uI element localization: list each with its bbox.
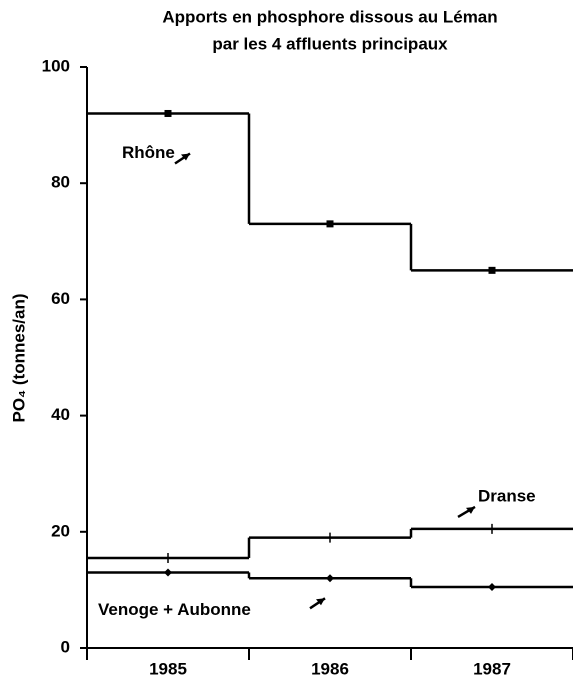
annotation-arrowhead [466, 506, 475, 514]
series-label: Venoge + Aubonne [98, 600, 251, 619]
series-label: Rhône [122, 143, 175, 162]
y-tick-label: 80 [51, 173, 70, 192]
chart-title: Apports en phosphore dissous au Léman [162, 7, 497, 26]
y-tick-label: 40 [51, 405, 70, 424]
series-label: Dranse [478, 486, 536, 505]
x-tick-label: 1987 [473, 659, 511, 678]
y-tick-label: 0 [61, 637, 70, 656]
x-tick-label: 1985 [149, 659, 187, 678]
y-tick-label: 100 [42, 56, 70, 75]
x-tick-label: 1986 [311, 659, 349, 678]
chart-title: par les 4 affluents principaux [212, 34, 448, 53]
y-axis-label: PO₄ (tonnes/an) [9, 294, 28, 423]
marker [326, 532, 334, 543]
marker [326, 574, 334, 583]
marker [488, 523, 496, 534]
marker [164, 109, 172, 117]
annotation-arrowhead [316, 598, 325, 606]
annotation-arrowhead [181, 153, 190, 161]
marker [164, 552, 172, 563]
y-tick-label: 60 [51, 289, 70, 308]
marker [326, 220, 334, 228]
y-tick-label: 20 [51, 521, 70, 540]
marker [488, 266, 496, 274]
marker [164, 568, 172, 577]
marker [488, 582, 496, 591]
